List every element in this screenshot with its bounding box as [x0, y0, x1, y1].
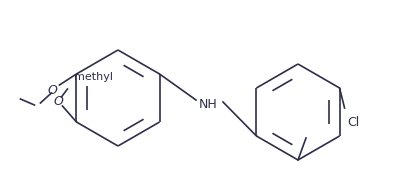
Text: methyl: methyl: [74, 72, 113, 82]
Text: Cl: Cl: [348, 116, 360, 129]
Text: O: O: [47, 84, 57, 97]
Text: O: O: [53, 96, 63, 108]
Text: NH: NH: [199, 99, 217, 112]
